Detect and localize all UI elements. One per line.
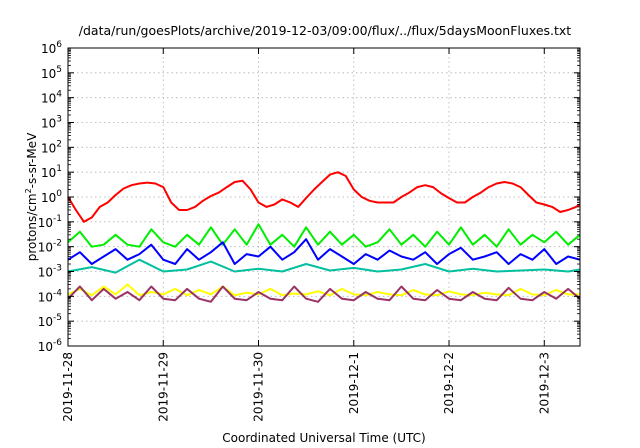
y-tick-label: 103 <box>41 115 62 131</box>
x-tick-labels: 2019-11-28 2019-11-29 2019-11-30 2019-12-1 2… <box>61 352 551 422</box>
y-tick-label-base: 10 <box>38 266 53 280</box>
x-tick-label: 2019-12-1 <box>347 352 361 414</box>
y-tick-label-exp: 5 <box>56 65 62 75</box>
y-tick-label-exp: -4 <box>53 288 62 298</box>
y-tick-label: 10-4 <box>38 288 63 304</box>
y-tick-label: 10-1 <box>38 214 62 230</box>
axis-ticks <box>67 47 580 347</box>
y-tick-label-base: 10 <box>41 117 56 131</box>
y-axis-label-sup: 2 <box>24 188 33 193</box>
y-tick-label: 10-3 <box>38 264 62 280</box>
y-tick-label-exp: 6 <box>56 40 62 50</box>
x-tick-label: 2019-12-3 <box>537 352 551 414</box>
y-tick-label-exp: 3 <box>56 115 62 125</box>
y-tick-label: 106 <box>41 40 62 56</box>
grid-lines <box>67 48 580 346</box>
y-tick-label-exp: -2 <box>53 239 62 249</box>
y-tick-label: 10-6 <box>38 338 63 354</box>
series-line-5 <box>67 283 580 297</box>
x-axis-label: Coordinated Universal Time (UTC) <box>222 431 425 445</box>
y-tick-label: 101 <box>41 164 62 180</box>
chart-title: /data/run/goesPlots/archive/2019-12-03/0… <box>79 23 572 38</box>
y-tick-label-base: 10 <box>38 315 53 329</box>
y-axis-label-prefix: protons/cm <box>25 193 39 261</box>
y-tick-labels: 10-610-510-410-310-210-11001011021031041… <box>38 40 63 354</box>
series-line-6 <box>67 285 581 303</box>
x-tick-label: 2019-12-2 <box>442 352 456 414</box>
y-tick-label-exp: -1 <box>53 214 62 224</box>
series-line-1 <box>67 171 581 223</box>
y-tick-label: 105 <box>41 65 62 81</box>
y-tick-label-base: 10 <box>38 241 53 255</box>
y-tick-label-base: 10 <box>41 92 56 106</box>
y-tick-label: 10-5 <box>38 313 62 329</box>
y-tick-label: 102 <box>41 139 62 155</box>
y-tick-label-base: 10 <box>38 216 53 230</box>
y-tick-label-exp: 2 <box>56 139 62 149</box>
x-tick-label: 2019-11-28 <box>61 352 75 422</box>
y-tick-label-base: 10 <box>41 191 56 205</box>
y-tick-label-exp: 4 <box>56 90 62 100</box>
y-tick-label-base: 10 <box>38 290 53 304</box>
y-tick-label-exp: 1 <box>56 164 62 174</box>
y-tick-label-base: 10 <box>41 166 56 180</box>
y-axis-label-suffix: -s-sr-MeV <box>25 132 39 188</box>
y-tick-label-base: 10 <box>41 141 56 155</box>
series-line-3 <box>67 238 581 265</box>
y-tick-label: 10-2 <box>38 239 62 255</box>
y-tick-label-base: 10 <box>38 340 53 354</box>
y-axis-label: protons/cm2-s-sr-MeV <box>24 132 39 261</box>
y-tick-label-exp: -5 <box>53 313 62 323</box>
y-tick-label: 100 <box>41 189 62 205</box>
x-tick-label: 2019-11-30 <box>252 352 266 422</box>
y-tick-label-base: 10 <box>41 67 56 81</box>
x-tick-label: 2019-11-29 <box>156 352 170 422</box>
y-tick-label-exp: -6 <box>53 338 62 348</box>
y-tick-label: 104 <box>41 90 62 106</box>
series-lines <box>67 171 581 303</box>
y-tick-label-base: 10 <box>41 42 56 56</box>
y-tick-label-exp: -3 <box>53 264 62 274</box>
y-tick-label-exp: 0 <box>56 189 62 199</box>
series-line-4 <box>67 258 581 274</box>
series-line-2 <box>67 223 581 248</box>
